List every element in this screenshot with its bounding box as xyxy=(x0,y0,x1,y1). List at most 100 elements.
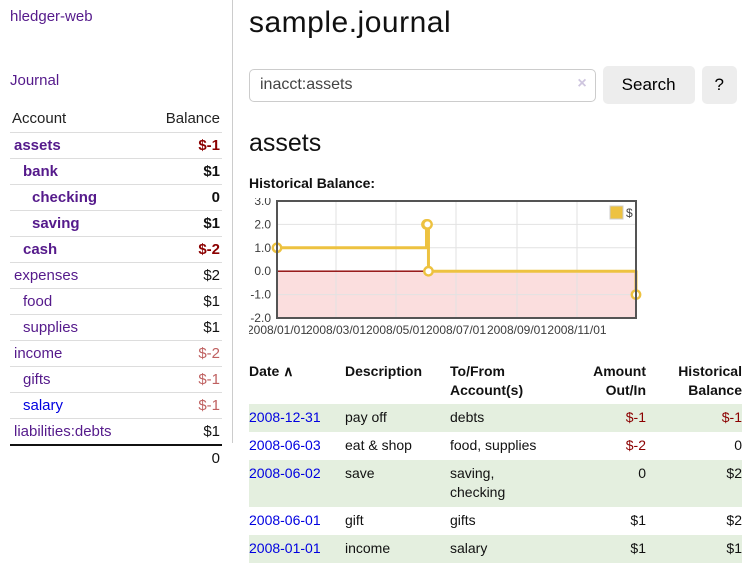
account-link-expenses[interactable]: expenses xyxy=(14,267,79,284)
search-bar: × Search ? xyxy=(249,66,737,104)
chart-label: Historical Balance: xyxy=(249,175,376,191)
account-link-saving[interactable]: saving xyxy=(32,215,80,232)
transaction-amount: $1 xyxy=(563,535,646,563)
account-balance: $1 xyxy=(145,210,222,237)
account-balance: $1 xyxy=(145,418,222,446)
search-button[interactable]: Search xyxy=(602,66,695,104)
historical-balance-chart: 3.0 2.0 1.0 0.0 -1.0 -2.02008/01/012008/03/01… xyxy=(249,198,642,337)
transaction-date-link[interactable]: 2008-01-01 xyxy=(249,540,321,556)
account-link-salary[interactable]: salary xyxy=(23,397,64,414)
col-header-description: Description xyxy=(345,363,423,379)
transaction-balance: $2 xyxy=(646,460,742,507)
account-row: expenses $2 xyxy=(10,262,222,289)
transaction-balance: 0 xyxy=(734,437,742,453)
transaction-row: 2008-12-31 pay off debts $-1 $-1 xyxy=(249,404,742,432)
account-balance: $1 xyxy=(145,158,222,185)
svg-text:1.0: 1.0 xyxy=(254,241,271,255)
account-row: cash $-2 xyxy=(10,236,222,263)
main-content: sample.journal × Search ? assets Histori… xyxy=(234,0,742,563)
account-link-gifts[interactable]: gifts xyxy=(23,371,51,388)
svg-text:2008/03/01: 2008/03/01 xyxy=(306,323,366,337)
sidebar-nav: Journal xyxy=(10,72,222,90)
svg-text:-1.0: -1.0 xyxy=(250,288,271,302)
clear-search-icon[interactable]: × xyxy=(577,74,587,92)
account-balance: $-2 xyxy=(145,340,222,367)
transactions-table: Date ∧ Description To/From Account(s) Am… xyxy=(249,359,742,563)
transaction-description: eat & shop xyxy=(345,437,412,453)
accounts-header-balance: Balance xyxy=(145,106,222,133)
transaction-date-link[interactable]: 2008-06-01 xyxy=(249,512,321,528)
col-header-amount: Amount Out/In xyxy=(593,363,646,398)
account-balance: $-2 xyxy=(145,236,222,263)
account-row: salary $-1 xyxy=(10,392,222,419)
col-header-accounts: To/From Account(s) xyxy=(450,363,524,398)
account-link-supplies[interactable]: supplies xyxy=(23,319,79,336)
account-row: liabilities:debts $1 xyxy=(10,418,222,446)
transaction-description: save xyxy=(345,460,450,507)
svg-text:2008/05/01: 2008/05/01 xyxy=(366,323,426,337)
svg-text:2008/11/01: 2008/11/01 xyxy=(547,323,606,337)
help-button[interactable]: ? xyxy=(701,66,737,104)
sidebar-item-journal[interactable]: Journal xyxy=(10,72,60,89)
svg-text:-2.0: -2.0 xyxy=(250,311,271,325)
transaction-amount: $-1 xyxy=(563,404,646,432)
accounts-header-account: Account xyxy=(10,106,146,133)
transaction-balance: $-1 xyxy=(646,404,742,432)
account-balance: $1 xyxy=(145,314,222,341)
accounts-balance-table: Account Balance assets $-1 bank $1 checkin… xyxy=(10,106,222,471)
account-balance: $-1 xyxy=(145,366,222,393)
account-link-cash[interactable]: cash xyxy=(23,241,58,258)
transaction-amount: 0 xyxy=(563,460,646,507)
transaction-accounts: saving, checking xyxy=(450,460,563,507)
account-row: income $-2 xyxy=(10,340,222,367)
account-link-bank[interactable]: bank xyxy=(23,163,59,180)
transaction-balance: $1 xyxy=(646,535,742,563)
transaction-description: pay off xyxy=(345,404,450,432)
transaction-amount: $1 xyxy=(630,512,646,528)
account-row: checking 0 xyxy=(10,184,222,211)
app-title-link[interactable]: hledger-web xyxy=(10,8,93,25)
svg-text:2008/07/01: 2008/07/01 xyxy=(426,323,486,337)
account-balance: $-1 xyxy=(145,392,222,419)
app-title: hledger-web xyxy=(10,8,222,26)
account-row: gifts $-1 xyxy=(10,366,222,393)
col-header-balance: Historical Balance xyxy=(678,363,742,398)
transaction-row: 2008-06-01 gift gifts $1 $2 xyxy=(249,507,742,535)
account-row: saving $1 xyxy=(10,210,222,237)
transaction-description: income xyxy=(345,535,450,563)
sort-ascending-icon: ∧ xyxy=(283,363,294,379)
account-link-checking[interactable]: checking xyxy=(32,189,98,206)
transaction-date-link[interactable]: 2008-06-02 xyxy=(249,465,321,481)
transaction-date-link[interactable]: 2008-12-31 xyxy=(249,409,321,425)
account-link-assets[interactable]: assets xyxy=(14,137,61,154)
transaction-row: 2008-06-03 eat & shop food, supplies $-2… xyxy=(249,432,742,460)
account-balance: $1 xyxy=(145,288,222,315)
transaction-amount: $-2 xyxy=(625,437,646,453)
account-link-liabilities-debts[interactable]: liabilities:debts xyxy=(14,423,112,440)
search-input[interactable] xyxy=(249,68,596,102)
account-link-food[interactable]: food xyxy=(23,293,53,310)
transaction-description: gift xyxy=(345,512,364,528)
account-row: assets $-1 xyxy=(10,132,222,159)
transaction-accounts: food, supplies xyxy=(450,437,537,453)
account-row: food $1 xyxy=(10,288,222,315)
accounts-total-row: 0 xyxy=(10,444,222,471)
account-row: supplies $1 xyxy=(10,314,222,341)
transaction-date-link[interactable]: 2008-06-03 xyxy=(249,437,321,453)
page-title: sample.journal xyxy=(249,6,452,39)
col-header-date[interactable]: Date ∧ xyxy=(249,363,294,379)
transaction-balance: $2 xyxy=(726,512,742,528)
account-row: bank $1 xyxy=(10,158,222,185)
account-balance: 0 xyxy=(145,184,222,211)
svg-text:$: $ xyxy=(626,206,633,220)
svg-text:2008/09/01: 2008/09/01 xyxy=(487,323,547,337)
transaction-accounts: gifts xyxy=(450,512,476,528)
transaction-row: 2008-01-01 income salary $1 $1 xyxy=(249,535,742,563)
account-link-income[interactable]: income xyxy=(14,345,63,362)
sidebar: hledger-web Journal Account Balance asse… xyxy=(0,0,233,471)
transaction-row: 2008-06-02 save saving, checking 0 $2 xyxy=(249,460,742,507)
svg-text:2.0: 2.0 xyxy=(254,217,271,231)
svg-text:3.0: 3.0 xyxy=(254,198,271,208)
svg-text:0.0: 0.0 xyxy=(254,264,271,278)
transaction-accounts: debts xyxy=(450,404,563,432)
